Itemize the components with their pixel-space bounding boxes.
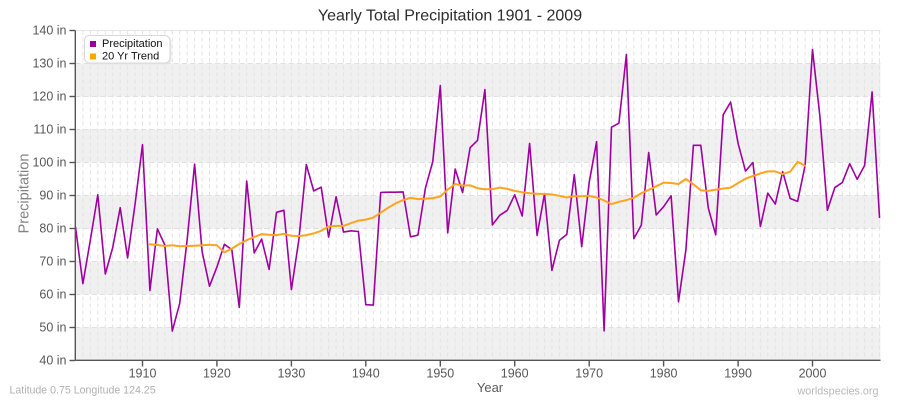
- svg-text:Latitude 0.75 Longitude 124.25: Latitude 0.75 Longitude 124.25: [10, 385, 156, 397]
- svg-text:1920: 1920: [203, 367, 231, 381]
- svg-text:80 in: 80 in: [39, 222, 66, 236]
- svg-text:70 in: 70 in: [39, 255, 66, 269]
- svg-text:130 in: 130 in: [32, 57, 66, 71]
- svg-text:20 Yr Trend: 20 Yr Trend: [102, 51, 159, 63]
- svg-text:1930: 1930: [277, 367, 305, 381]
- svg-text:110 in: 110 in: [33, 123, 66, 137]
- svg-text:1980: 1980: [650, 367, 678, 381]
- svg-text:worldspecies.org: worldspecies.org: [796, 386, 878, 398]
- svg-text:Precipitation: Precipitation: [102, 38, 163, 50]
- svg-text:1940: 1940: [352, 367, 380, 381]
- svg-text:Precipitation: Precipitation: [17, 154, 33, 234]
- svg-text:1910: 1910: [129, 367, 157, 381]
- svg-text:Yearly Total Precipitation 190: Yearly Total Precipitation 1901 - 2009: [318, 8, 582, 25]
- svg-text:1950: 1950: [426, 367, 454, 381]
- svg-text:1960: 1960: [501, 367, 529, 381]
- svg-text:Year: Year: [477, 380, 504, 395]
- svg-text:120 in: 120 in: [32, 90, 66, 104]
- svg-text:50 in: 50 in: [39, 321, 66, 335]
- svg-text:1990: 1990: [724, 367, 752, 381]
- svg-text:100 in: 100 in: [32, 156, 66, 170]
- svg-text:40 in: 40 in: [39, 354, 66, 368]
- svg-text:140 in: 140 in: [32, 24, 66, 38]
- svg-text:60 in: 60 in: [39, 288, 66, 302]
- svg-text:1970: 1970: [575, 367, 603, 381]
- svg-text:2000: 2000: [799, 367, 827, 381]
- svg-text:90 in: 90 in: [39, 189, 66, 203]
